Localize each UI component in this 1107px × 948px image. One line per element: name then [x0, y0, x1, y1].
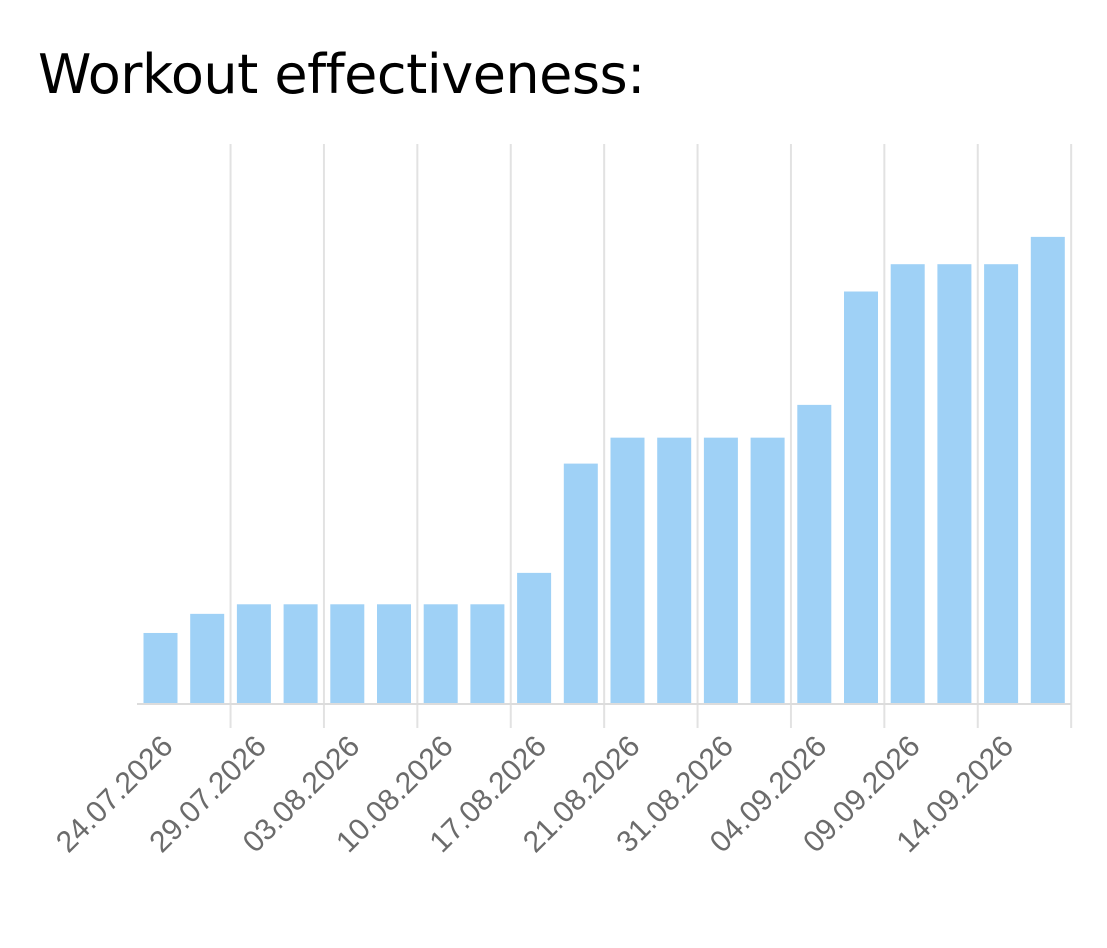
bar: [563, 463, 598, 704]
bar: [797, 404, 832, 704]
x-tick-labels: 24.07.202629.07.202603.08.202610.08.2026…: [50, 730, 1020, 860]
bar: [470, 604, 505, 704]
bar: [517, 572, 552, 704]
bar: [610, 437, 645, 704]
chart-title: Workout effectiveness:: [38, 43, 645, 106]
bar: [984, 264, 1019, 704]
bar: [1030, 236, 1065, 704]
bar: [750, 437, 785, 704]
grid-lines: [229, 144, 1073, 728]
bars: [143, 236, 1065, 704]
bar: [890, 264, 925, 704]
bar: [844, 291, 878, 704]
bar: [190, 613, 225, 704]
bar: [657, 437, 692, 704]
bar: [283, 604, 318, 704]
bar: [330, 604, 365, 704]
bar: [236, 604, 271, 704]
bar: [937, 264, 972, 704]
bar: [423, 604, 458, 704]
bar: [377, 604, 411, 704]
bar: [143, 632, 178, 704]
bar: [703, 437, 738, 704]
